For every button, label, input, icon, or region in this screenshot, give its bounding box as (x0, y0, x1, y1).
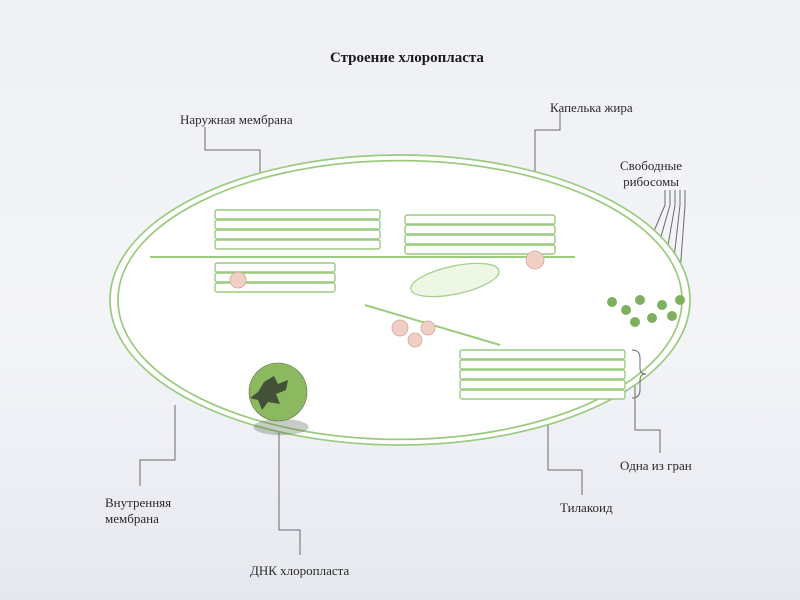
outer-membrane (110, 155, 690, 445)
thylakoid-disc (215, 210, 380, 219)
fat-droplet (526, 251, 544, 269)
label-ribosomes: Свободные рибосомы (620, 158, 682, 191)
ribosome-dot (667, 311, 677, 321)
ribosome-dot (647, 313, 657, 323)
thylakoid-disc (215, 230, 380, 239)
ribosome-dot (675, 295, 685, 305)
thylakoid-disc (460, 360, 625, 369)
label-one-granum: Одна из гран (620, 458, 692, 474)
fat-droplet (421, 321, 435, 335)
thylakoid-disc (405, 225, 555, 234)
diagram-title: Строение хлоропласта (330, 50, 484, 67)
label-inner-membrane: Внутренняя мембрана (105, 495, 171, 528)
diagram-stage: Строение хлоропласта Наружная мембрана К… (0, 0, 800, 600)
label-dna: ДНК хлоропласта (250, 563, 349, 579)
thylakoid-disc (460, 370, 625, 379)
ribosome-dot (635, 295, 645, 305)
fat-droplet (392, 320, 408, 336)
fat-droplet (408, 333, 422, 347)
ribosome-dot (630, 317, 640, 327)
ribosome-dot (657, 300, 667, 310)
thylakoid-disc (405, 235, 555, 244)
thylakoid-disc (460, 390, 625, 399)
ribosome-dot (607, 297, 617, 307)
label-outer-membrane: Наружная мембрана (180, 112, 293, 128)
dna-shadow (253, 419, 308, 435)
fat-droplet (230, 272, 246, 288)
ribosome-dot (621, 305, 631, 315)
label-thylakoid: Тилакоид (560, 500, 613, 516)
thylakoid-disc (460, 380, 625, 389)
label-fat-droplet: Капелька жира (550, 100, 633, 116)
thylakoid-disc (215, 220, 380, 229)
thylakoid-disc (215, 240, 380, 249)
thylakoid-disc (405, 215, 555, 224)
thylakoid-disc (460, 350, 625, 359)
thylakoid-disc (215, 263, 335, 272)
